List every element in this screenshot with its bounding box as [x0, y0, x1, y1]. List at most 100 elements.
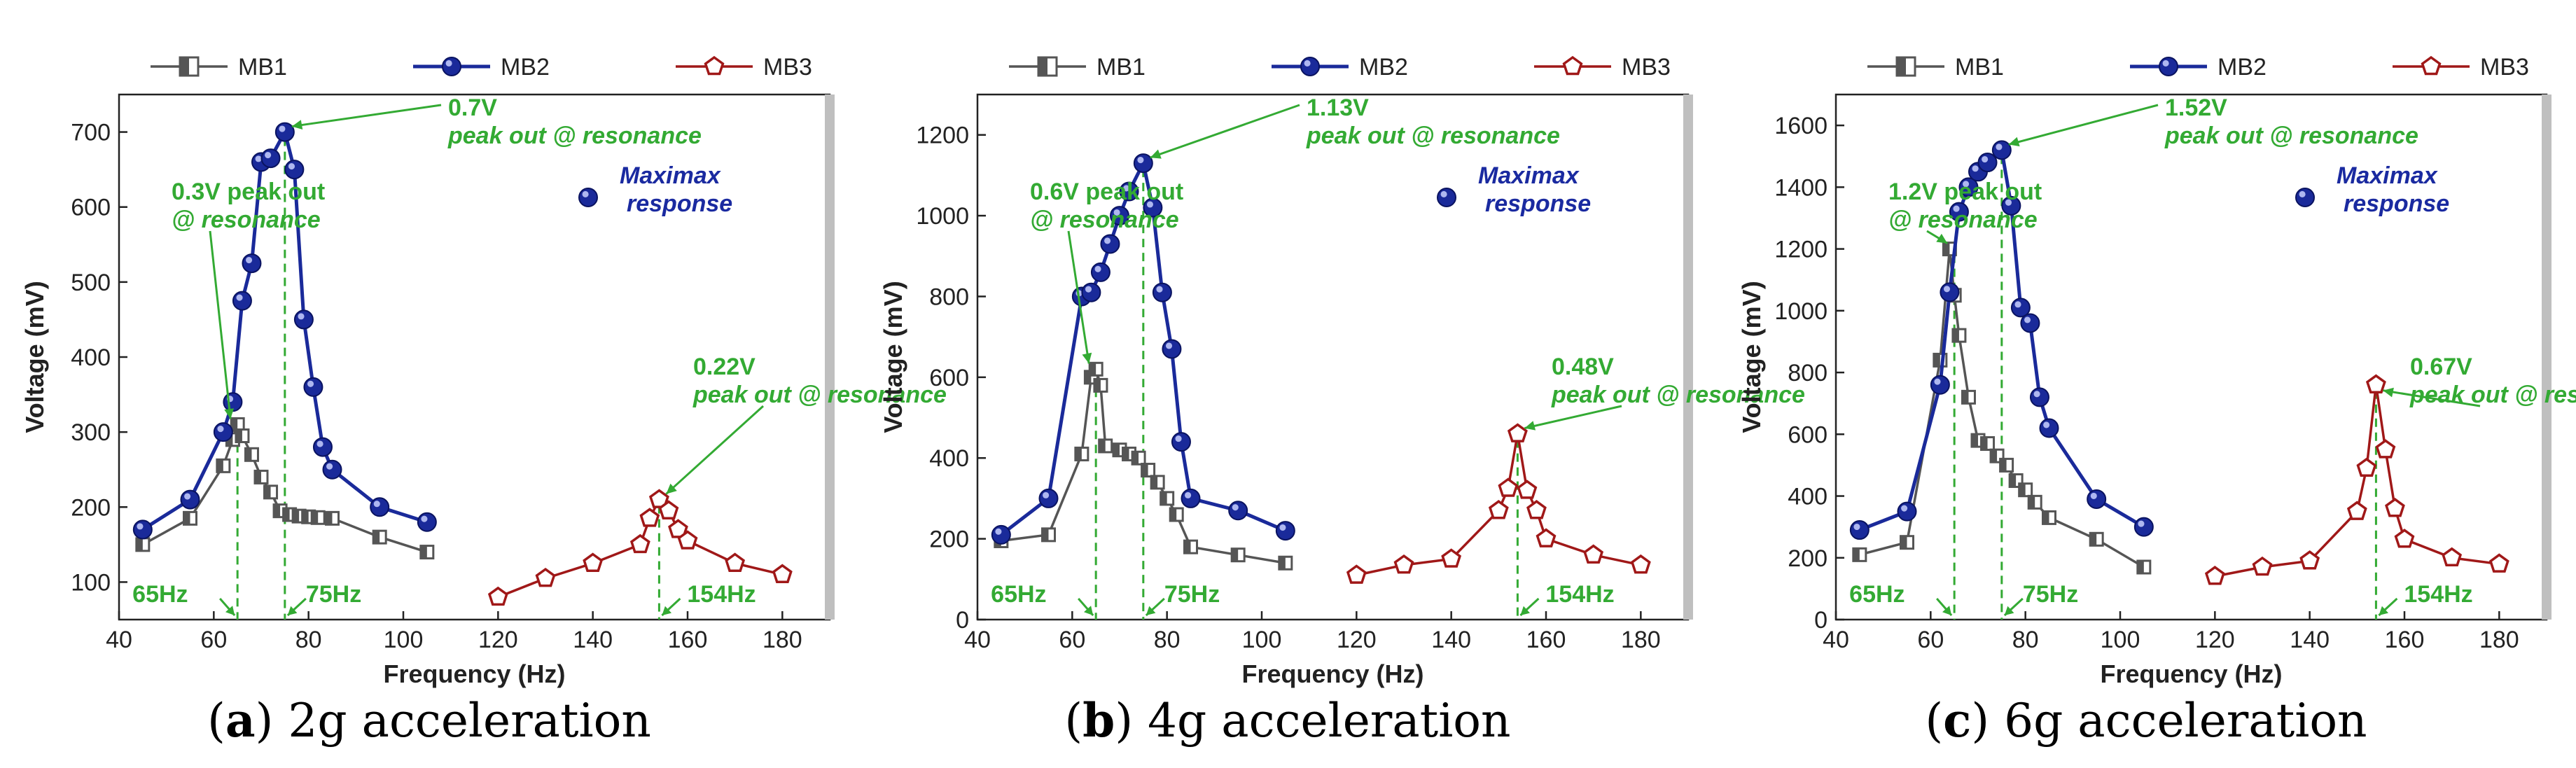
- marker-highlight: [373, 501, 380, 508]
- data-point: [1169, 507, 1184, 522]
- peak-annotation-arrowhead: [2008, 137, 2020, 147]
- data-point: [2375, 439, 2396, 459]
- data-point: [1999, 457, 2014, 473]
- peak-annotation-line1: 0.6V peak out: [1030, 179, 1183, 205]
- x-tick-label: 40: [1823, 627, 1849, 653]
- peak-annotation-arrow: [2008, 104, 2159, 146]
- marker-circle: [242, 253, 262, 274]
- marker-circle: [1228, 501, 1248, 521]
- marker-circle: [274, 122, 295, 142]
- marker-highlight: [2299, 190, 2306, 198]
- marker-square-half: [1232, 548, 1239, 561]
- marker-square-half: [136, 538, 143, 551]
- y-axis-title: Voltage (mV): [879, 281, 907, 433]
- peak-annotation-arrowhead: [1524, 421, 1536, 431]
- data-point: [668, 519, 688, 538]
- frequency-arrowhead: [287, 606, 298, 615]
- y-tick-label: 1000: [916, 203, 969, 230]
- peak-annotation-arrowhead: [1150, 149, 1162, 159]
- data-point: [2001, 195, 2021, 216]
- marker-highlight: [1934, 378, 1941, 385]
- marker-highlight: [995, 528, 1002, 535]
- data-point: [260, 148, 281, 169]
- peak-annotation: 1.2V peak out@ resonance: [1888, 179, 2042, 244]
- data-point: [2136, 559, 2152, 575]
- data-point: [1098, 438, 1113, 454]
- data-point: [274, 122, 295, 142]
- marker-circle: [1437, 188, 1456, 207]
- data-point: [235, 428, 250, 443]
- data-point: [1074, 446, 1089, 461]
- marker-square-half: [1900, 536, 1907, 549]
- data-point: [658, 500, 679, 519]
- peak-annotation-arrow: [209, 230, 232, 419]
- frequency-label-text: 154Hz: [1545, 581, 1614, 608]
- legend-item-mb3: MB3: [1534, 54, 1671, 81]
- marker-circle: [1940, 282, 1960, 302]
- marker-square-half: [2028, 496, 2035, 509]
- marker-circle: [180, 489, 200, 510]
- data-point: [1961, 389, 1976, 405]
- marker-highlight: [582, 190, 589, 198]
- data-point: [244, 447, 259, 462]
- legend-label: MB3: [2480, 54, 2529, 81]
- marker-circle: [417, 512, 437, 532]
- marker-circle: [260, 148, 281, 169]
- marker-highlight: [1165, 342, 1173, 349]
- marker-square-half: [420, 545, 427, 559]
- marker-highlight: [1943, 286, 1951, 293]
- marker-circle: [322, 459, 342, 480]
- marker-highlight: [1953, 205, 1960, 212]
- peak-annotation: 0.6V peak out@ resonance: [1030, 179, 1183, 364]
- marker-highlight: [1972, 165, 1979, 172]
- data-point: [1517, 480, 1538, 499]
- marker-circle: [1081, 282, 1101, 302]
- marker-highlight: [1175, 435, 1182, 442]
- maximax-line1: Maximax: [620, 162, 722, 189]
- marker-highlight: [2014, 301, 2021, 308]
- y-tick-label: 600: [71, 195, 111, 221]
- frequency-arrowhead: [1942, 606, 1952, 615]
- data-point: [1110, 206, 1129, 226]
- marker-circle: [2295, 188, 2315, 207]
- x-tick-label: 180: [763, 627, 802, 653]
- series-mb2: [1849, 140, 2154, 540]
- marker-highlight: [1137, 156, 1144, 164]
- peak-annotation-arrowhead: [1936, 233, 1948, 244]
- marker-highlight: [2138, 520, 2145, 527]
- y-tick-label: 1000: [1774, 298, 1827, 325]
- data-point: [2442, 547, 2463, 567]
- marker-circle: [1038, 488, 1059, 508]
- marker-highlight: [1304, 60, 1311, 67]
- maximax-line2: response: [2344, 190, 2449, 217]
- marker-highlight: [236, 294, 243, 301]
- x-axis: 40 60 80 100 120 140 160 180: [106, 611, 802, 653]
- y-tick-label: 800: [1788, 360, 1827, 386]
- peak-annotation-text: peak out @ resonance: [2409, 382, 2576, 408]
- legend: MB1 MB2 MB3: [151, 54, 812, 81]
- frequency-label-text: 75Hz: [2023, 581, 2078, 608]
- data-point: [2039, 418, 2059, 438]
- marker-square-half: [1853, 548, 1860, 561]
- frequency-label-text: 65Hz: [991, 581, 1046, 608]
- peak-annotation-text: peak out @ resonance: [447, 123, 702, 149]
- x-tick-label: 60: [200, 627, 227, 653]
- marker-highlight: [2024, 316, 2031, 323]
- x-axis: 40 60 80 100 120 140 160 180: [964, 611, 1661, 653]
- marker-circle: [1897, 501, 1917, 522]
- data-point: [2018, 482, 2033, 498]
- marker-square-half: [255, 470, 261, 484]
- x-axis: 40 60 80 100 120 140 160 180: [1823, 611, 2519, 653]
- marker-highlight: [307, 380, 314, 387]
- y-tick-label: 1200: [1774, 237, 1827, 263]
- marker-square-half: [2042, 511, 2049, 524]
- data-point: [1977, 153, 1998, 173]
- frequency-label-154hz: 154Hz: [1519, 581, 1615, 617]
- marker-circle: [2039, 418, 2059, 438]
- marker-circle: [1181, 488, 1201, 508]
- marker-circle: [232, 291, 252, 311]
- data-point: [1152, 282, 1172, 302]
